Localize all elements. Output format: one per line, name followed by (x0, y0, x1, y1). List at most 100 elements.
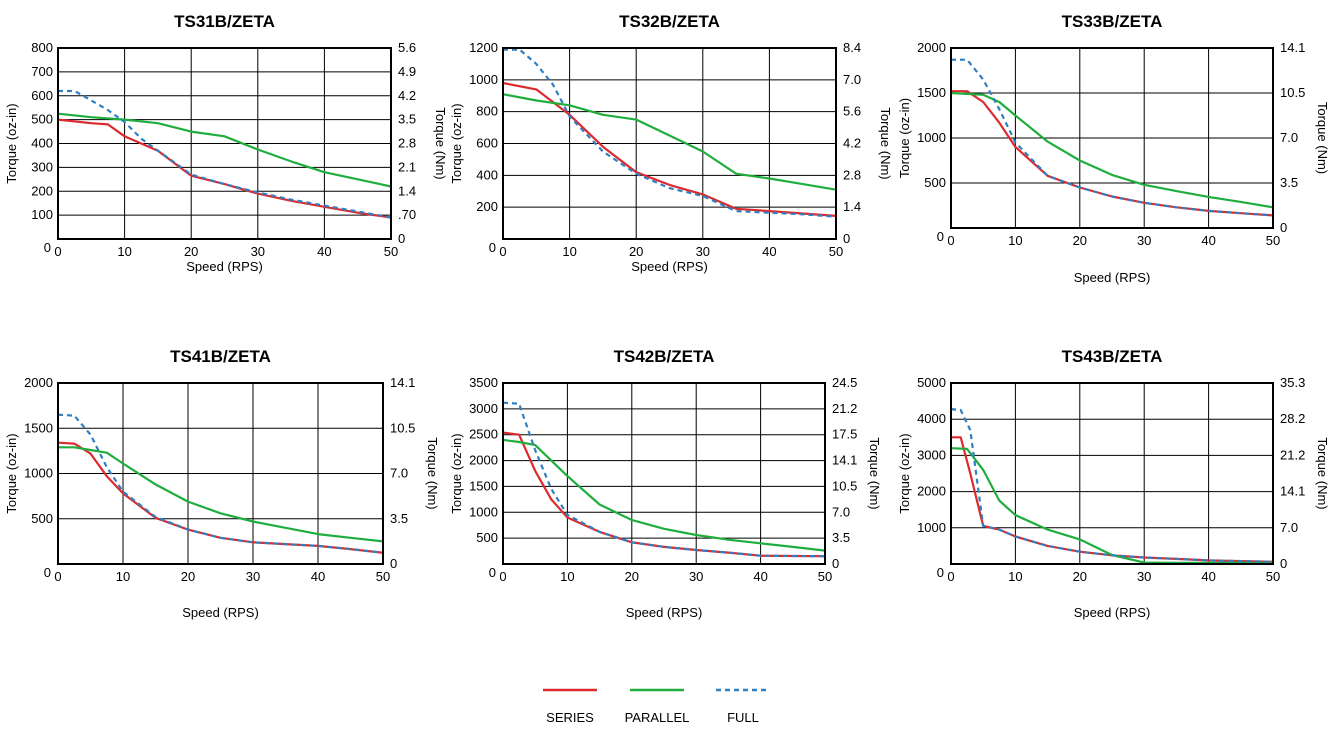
x-tick-label: 0 (947, 569, 954, 584)
x-tick-label: 30 (689, 569, 703, 584)
y2-tick-label: 1.4 (398, 183, 416, 198)
legend-label-parallel: PARALLEL (625, 710, 690, 725)
y-tick-label: 600 (31, 88, 53, 103)
y-axis-label: Torque (oz-in) (897, 433, 912, 513)
y2-tick-label: 14.1 (832, 453, 857, 468)
x-tick-label: 0 (54, 244, 61, 259)
x-tick-label: 0 (947, 233, 954, 248)
y2-tick-label: 8.4 (843, 40, 861, 55)
y-axis-label: Torque (oz-in) (449, 433, 464, 513)
series-line-parallel (57, 112, 392, 188)
x-tick-label: 50 (818, 569, 832, 584)
y-tick-label: 700 (31, 64, 53, 79)
y2-tick-label: 0 (1280, 220, 1287, 235)
y2-tick-label: 28.2 (1280, 411, 1305, 426)
y2-tick-label: 3.5 (390, 511, 408, 526)
y-axis-label: Torque (oz-in) (897, 98, 912, 178)
y-tick-label: 0 (44, 565, 51, 580)
y-tick-label: 3500 (469, 375, 498, 390)
series-line-parallel (950, 91, 1274, 209)
x-axis-label: Speed (RPS) (631, 259, 708, 274)
y-tick-label: 400 (476, 167, 498, 182)
x-tick-label: 40 (762, 244, 776, 259)
x-tick-label: 0 (499, 244, 506, 259)
y-tick-label: 300 (31, 159, 53, 174)
x-tick-label: 50 (376, 569, 390, 584)
y-tick-label: 4000 (917, 411, 946, 426)
y-tick-label: 1000 (917, 520, 946, 535)
x-axis-label: Speed (RPS) (626, 605, 703, 620)
y-tick-label: 800 (31, 40, 53, 55)
x-tick-label: 30 (251, 244, 265, 259)
y2-tick-label: 1.4 (843, 199, 861, 214)
x-axis-label: Speed (RPS) (182, 605, 259, 620)
y-tick-label: 500 (476, 530, 498, 545)
x-tick-label: 10 (117, 244, 131, 259)
y-tick-label: 500 (31, 112, 53, 127)
x-axis-label: Speed (RPS) (1074, 605, 1151, 620)
y-tick-label: 1500 (24, 420, 53, 435)
y2-tick-label: 7.0 (832, 504, 850, 519)
x-tick-label: 0 (54, 569, 61, 584)
series-line-full (58, 89, 392, 219)
y2-axis-label: Torque (Nm) (867, 437, 882, 509)
y2-tick-label: 5.6 (843, 104, 861, 119)
chart-2: TS32B/ZETA02004006008001000120001.42.84.… (449, 12, 893, 274)
x-tick-label: 50 (384, 244, 398, 259)
x-tick-label: 20 (181, 569, 195, 584)
y2-tick-label: 10.5 (390, 420, 415, 435)
y-tick-label: 0 (937, 565, 944, 580)
y-tick-label: 1000 (24, 466, 53, 481)
y2-tick-label: 3.5 (832, 530, 850, 545)
y-tick-label: 2500 (469, 427, 498, 442)
y2-axis-label: Torque (Nm) (425, 437, 440, 509)
x-tick-label: 20 (629, 244, 643, 259)
y-tick-label: 1500 (917, 85, 946, 100)
y-tick-label: 2000 (917, 484, 946, 499)
y2-tick-label: 0 (843, 231, 850, 246)
y-axis-label: Torque (oz-in) (4, 433, 19, 513)
y-tick-label: 1200 (469, 40, 498, 55)
y-tick-label: 0 (489, 240, 496, 255)
plot-frame (502, 382, 826, 565)
chart-5: TS42B/ZETA050010001500200025003000350003… (449, 347, 882, 620)
x-tick-label: 20 (184, 244, 198, 259)
plot-frame (950, 382, 1274, 565)
y-tick-label: 1000 (917, 130, 946, 145)
y2-tick-label: 21.2 (1280, 447, 1305, 462)
y-tick-label: 0 (937, 229, 944, 244)
y-tick-label: 500 (924, 175, 946, 190)
y2-tick-label: 10.5 (832, 478, 857, 493)
legend: SERIES PARALLEL FULL (543, 688, 770, 725)
y-tick-label: 200 (31, 183, 53, 198)
legend-label-series: SERIES (546, 710, 594, 725)
chart-6: TS43B/ZETA 0 1000 2000 3000 4000 5000 0 7.0 14.1 2… (897, 347, 1330, 620)
x-tick-label: 40 (1201, 569, 1215, 584)
y2-axis-label: Torque (Nm) (1315, 437, 1330, 509)
y-tick-label: 5000 (917, 375, 946, 390)
chart-1: TS31B/ZETA01002003004005006007008000.701… (4, 12, 448, 274)
plot-frame (950, 47, 1274, 229)
x-tick-label: 20 (1073, 233, 1087, 248)
chart-title: TS43B/ZETA (1062, 347, 1163, 366)
y-tick-label: 100 (31, 207, 53, 222)
y2-tick-label: 4.9 (398, 64, 416, 79)
y2-tick-label: 0 (1280, 556, 1287, 571)
series-line-full (951, 58, 1274, 217)
y2-tick-label: 4.2 (843, 136, 861, 151)
x-tick-label: 10 (560, 569, 574, 584)
chart-title: TS42B/ZETA (614, 347, 715, 366)
y2-tick-label: 2.1 (398, 159, 416, 174)
x-tick-label: 30 (1137, 569, 1151, 584)
x-tick-label: 20 (625, 569, 639, 584)
x-tick-label: 20 (1073, 569, 1087, 584)
y-tick-label: 200 (476, 199, 498, 214)
y-tick-label: 0 (489, 565, 496, 580)
y2-tick-label: 3.5 (1280, 175, 1298, 190)
y2-tick-label: 10.5 (1280, 85, 1305, 100)
series-line-parallel (58, 446, 384, 543)
y2-tick-label: 7.0 (390, 466, 408, 481)
series-line-full (503, 48, 837, 218)
